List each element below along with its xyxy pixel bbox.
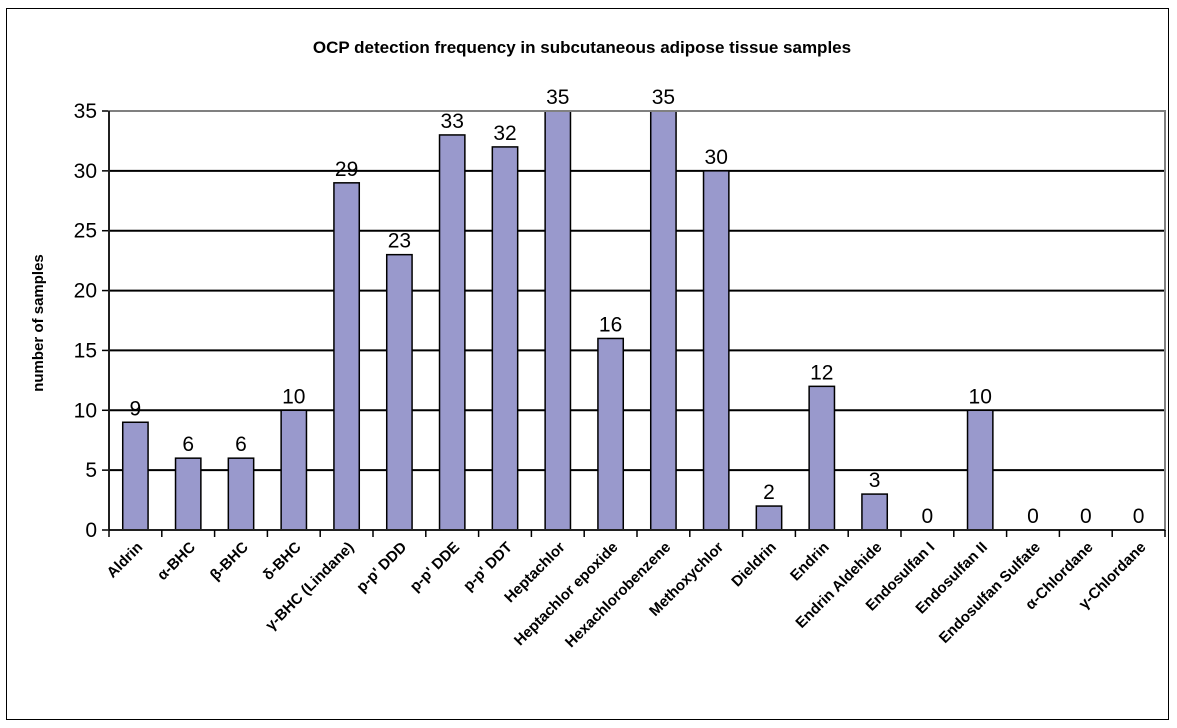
data-label: 29 [335, 158, 358, 181]
y-tick-label: 25 [74, 220, 97, 243]
data-label: 0 [1080, 505, 1092, 528]
x-tick-label: p-p' DDD [353, 539, 410, 596]
bar [385, 253, 413, 531]
data-label: 9 [130, 397, 142, 420]
gridlines [109, 110, 1165, 472]
x-tick-label: Dieldrin [728, 539, 780, 591]
bar [121, 421, 149, 531]
x-tick-label: γ-BHC (Lindane) [262, 539, 357, 634]
data-label: 10 [969, 385, 992, 408]
y-tick-label: 15 [74, 339, 97, 362]
x-tick-label: p-p' DDT [460, 539, 516, 595]
y-axis-ticks: 0 5 10 15 20 25 30 35 [74, 100, 97, 542]
data-label: 0 [1133, 505, 1145, 528]
x-tick-label: Aldrin [104, 539, 147, 582]
x-tick-label: Hexachlorobenzene [562, 539, 674, 651]
x-tick-label: Endosulfan Sulfate [936, 539, 1044, 647]
bar [597, 337, 625, 531]
data-label: 35 [546, 86, 569, 109]
bar [280, 409, 308, 531]
x-tick-label: δ-BHC [260, 539, 305, 584]
data-label: 6 [235, 433, 247, 456]
x-tick-label: Endrin [787, 539, 833, 585]
data-label: 6 [182, 433, 194, 456]
plot-area-border [108, 110, 1166, 531]
x-tick-label: β-BHC [207, 539, 252, 584]
data-label: 35 [652, 86, 675, 109]
bar [438, 134, 466, 531]
data-label: 10 [282, 385, 305, 408]
data-label: 12 [810, 361, 833, 384]
y-tick-label: 0 [85, 519, 97, 542]
data-label: 2 [763, 481, 775, 504]
bar [755, 505, 783, 531]
y-tick-label: 10 [74, 399, 97, 422]
data-label: 23 [388, 230, 411, 253]
data-label: 3 [869, 469, 881, 492]
data-label: 32 [493, 122, 516, 145]
bar [966, 409, 994, 531]
bar [491, 146, 519, 531]
data-label: 0 [1027, 505, 1039, 528]
bar [174, 457, 202, 531]
bar [333, 182, 361, 531]
bar [861, 493, 889, 531]
data-label: 33 [441, 110, 464, 133]
bar [227, 457, 255, 531]
bar [544, 110, 572, 531]
bar [702, 170, 730, 531]
y-tick-label: 30 [74, 160, 97, 183]
y-tick-label: 5 [85, 459, 97, 482]
data-label: 16 [599, 313, 622, 336]
data-label: 0 [922, 505, 934, 528]
bar [808, 385, 836, 531]
y-tick-label: 20 [74, 280, 97, 303]
chart-title: OCP detection frequency in subcutaneous … [313, 38, 851, 57]
chart-frame: OCP detection frequency in subcutaneous … [6, 8, 1169, 720]
x-tick-label: α-BHC [154, 539, 199, 584]
bars [121, 110, 994, 531]
axes [102, 110, 1166, 537]
bar [649, 110, 677, 531]
data-label: 30 [705, 146, 728, 169]
y-axis-label: number of samples [30, 254, 47, 392]
chart-svg: OCP detection frequency in subcutaneous … [30, 38, 1166, 651]
x-tick-label: p-p' DDE [407, 539, 463, 595]
x-tick-label: Heptachlor epoxide [511, 539, 621, 649]
y-tick-label: 35 [74, 100, 97, 123]
